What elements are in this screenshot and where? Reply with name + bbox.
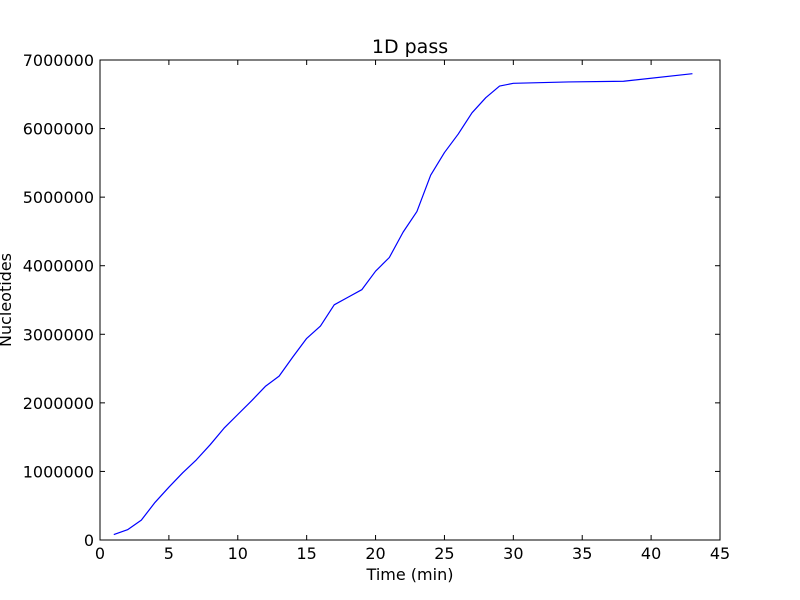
y-tick-label: 0 [84, 531, 94, 550]
x-tick-label: 5 [164, 544, 174, 563]
ticks [99, 59, 721, 541]
x-tick-label: 0 [95, 544, 105, 563]
y-axis-label: Nucleotides [0, 253, 15, 347]
x-tick-label: 45 [710, 544, 730, 563]
y-tick-label: 3000000 [23, 325, 94, 344]
y-tick-label: 1000000 [23, 462, 94, 481]
x-tick-label: 30 [503, 544, 523, 563]
series-group [113, 73, 693, 536]
x-tick-label: 35 [572, 544, 592, 563]
tick-labels: 0 5 10 15 20 25 30 35 40 45 0 1000000 2000000 3000000… [23, 51, 730, 563]
x-tick-label: 25 [434, 544, 454, 563]
x-axis-label: Time (min) [366, 565, 454, 584]
y-tick-label: 5000000 [23, 188, 94, 207]
chart-title: 1D pass [372, 36, 448, 58]
x-tick-label: 15 [296, 544, 316, 563]
series-line [113, 73, 693, 536]
y-tick-label: 7000000 [23, 51, 94, 70]
x-tick-label: 20 [365, 544, 385, 563]
x-tick-label: 40 [641, 544, 661, 563]
y-tick-label: 4000000 [23, 257, 94, 276]
plot-frame [99, 59, 721, 541]
y-tick-label: 2000000 [23, 394, 94, 413]
y-tick-label: 6000000 [23, 120, 94, 139]
x-tick-label: 10 [228, 544, 248, 563]
